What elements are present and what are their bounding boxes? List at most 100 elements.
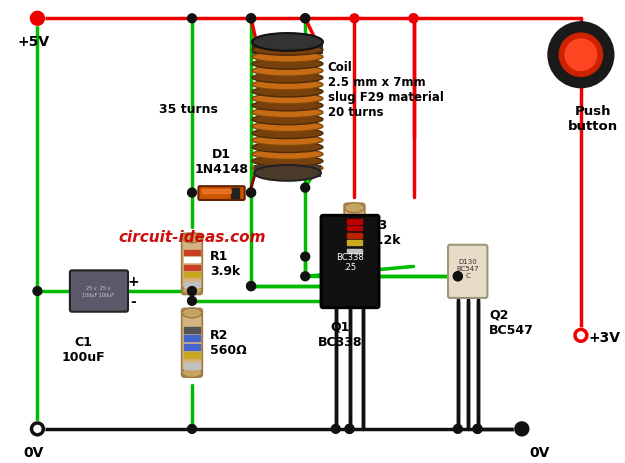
Circle shape [188,287,196,296]
Bar [184,282,200,288]
Ellipse shape [182,286,202,295]
Text: R1
3.9k: R1 3.9k [210,250,240,278]
Circle shape [301,15,309,24]
Ellipse shape [252,80,323,91]
Circle shape [247,15,256,24]
Ellipse shape [252,52,323,63]
Text: circuit-ideas.com: circuit-ideas.com [118,230,266,245]
Circle shape [565,40,597,71]
Circle shape [301,15,309,24]
Circle shape [453,425,462,433]
Circle shape [473,425,482,433]
Text: +5V: +5V [18,35,49,49]
Ellipse shape [344,252,364,262]
Text: R2
560Ω: R2 560Ω [210,329,246,357]
Circle shape [247,282,256,291]
Ellipse shape [252,73,323,84]
Circle shape [549,24,612,87]
FancyBboxPatch shape [182,234,203,295]
Ellipse shape [252,163,323,174]
Bar [231,188,239,199]
Circle shape [409,15,418,24]
Ellipse shape [252,59,323,70]
Bar [254,166,321,177]
Bar [184,250,200,256]
Circle shape [247,189,256,198]
Ellipse shape [252,101,323,112]
Text: +3V: +3V [589,331,621,344]
Circle shape [518,425,526,433]
Ellipse shape [252,156,323,167]
FancyBboxPatch shape [321,216,379,308]
Ellipse shape [182,233,202,243]
Circle shape [33,287,42,296]
Bar [184,273,200,278]
Circle shape [188,425,196,433]
Bar [252,41,323,55]
Ellipse shape [252,94,323,105]
Circle shape [188,189,196,198]
Ellipse shape [252,34,323,52]
Bar [347,240,362,245]
Bar [184,327,200,333]
Text: D1
1N4148: D1 1N4148 [194,148,249,175]
Ellipse shape [252,108,323,119]
Circle shape [301,272,309,281]
Bar [347,226,362,231]
Text: 35 turns: 35 turns [159,103,218,116]
Circle shape [301,184,309,193]
Ellipse shape [252,136,323,146]
Circle shape [453,272,462,281]
Ellipse shape [344,203,364,213]
Text: Q2
BC547: Q2 BC547 [489,308,534,336]
Circle shape [247,282,256,291]
Circle shape [188,15,196,24]
Bar [184,352,200,358]
Text: Push
button: Push button [568,105,618,133]
Circle shape [30,422,45,436]
Circle shape [350,263,359,271]
Bar [184,363,200,369]
Bar [202,189,231,193]
Circle shape [409,15,418,24]
Bar [184,344,200,350]
Circle shape [345,425,354,433]
Text: BC338
.25: BC338 .25 [336,252,363,272]
Bar [184,265,200,270]
Circle shape [30,12,45,27]
Ellipse shape [182,368,202,378]
Text: -: - [130,294,136,308]
Circle shape [559,34,602,77]
Ellipse shape [252,87,323,98]
Text: +: + [127,275,139,288]
Circle shape [247,15,256,24]
Text: 0V: 0V [530,444,550,459]
Ellipse shape [252,66,323,77]
Circle shape [33,15,42,24]
Ellipse shape [252,143,323,153]
Text: D130
BC547
C: D130 BC547 C [456,259,479,279]
Text: 25 v  25 v: 25 v 25 v [86,285,111,290]
Circle shape [331,425,340,433]
FancyBboxPatch shape [448,245,488,298]
Text: C1
100uF: C1 100uF [62,336,106,363]
Ellipse shape [252,45,323,56]
Circle shape [350,15,359,24]
Circle shape [345,425,354,433]
Text: 100uF 100uF: 100uF 100uF [82,293,114,298]
Ellipse shape [254,166,321,181]
Ellipse shape [182,308,202,318]
Circle shape [345,297,354,306]
FancyBboxPatch shape [198,187,244,200]
Bar [347,219,362,224]
Circle shape [350,272,359,281]
Text: R3
2.2k: R3 2.2k [370,219,401,246]
Ellipse shape [252,122,323,132]
Circle shape [574,328,588,343]
Bar [184,258,200,263]
Text: Coil
2.5 mm x 7mm
slug F29 material
20 turns: Coil 2.5 mm x 7mm slug F29 material 20 t… [328,61,444,119]
FancyBboxPatch shape [344,204,365,261]
FancyBboxPatch shape [70,271,128,312]
FancyBboxPatch shape [182,309,203,377]
Ellipse shape [252,129,323,139]
